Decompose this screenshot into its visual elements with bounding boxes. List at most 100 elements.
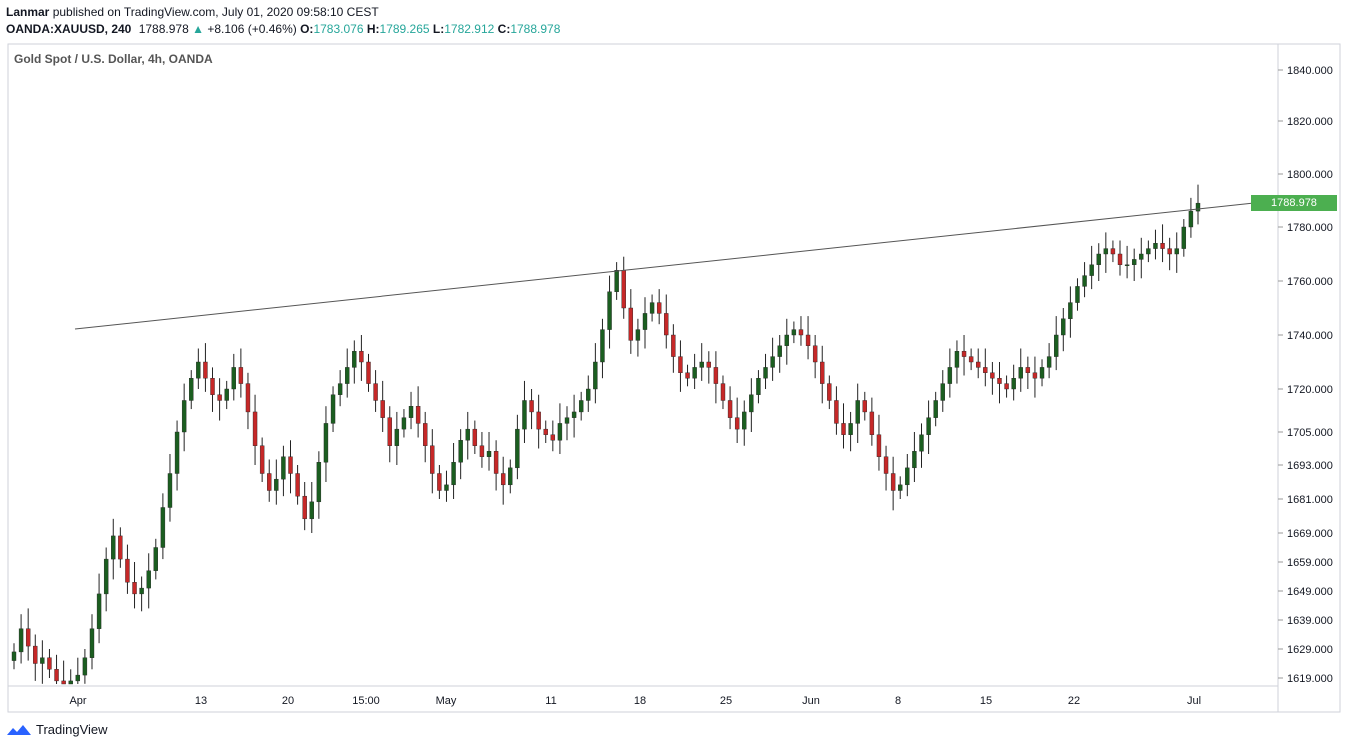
open-value: 1783.076 — [313, 22, 364, 36]
candle-body — [415, 406, 421, 424]
candle-body — [437, 473, 442, 491]
candle-body — [302, 495, 307, 520]
candle-body — [727, 400, 733, 418]
y-tick-label: 1669.000 — [1287, 528, 1333, 540]
candle-body — [1039, 367, 1045, 379]
y-tick-label: 1681.000 — [1287, 494, 1333, 506]
candle-body — [508, 467, 513, 486]
x-tick-label: 13 — [195, 695, 207, 707]
candle-body — [118, 535, 123, 560]
candle-body — [720, 383, 726, 401]
candle-body — [940, 383, 945, 401]
candle-body — [827, 383, 832, 401]
candle-body — [933, 400, 938, 418]
candle-body — [621, 270, 626, 309]
high-label: H: — [366, 22, 380, 36]
candle-body — [96, 593, 102, 629]
candle-body — [281, 456, 286, 480]
last-price: 1788.978 — [138, 22, 189, 36]
y-tick-label: 1705.000 — [1287, 427, 1333, 439]
candle-body — [968, 356, 974, 363]
candle-body — [103, 558, 109, 595]
chart-title: Gold Spot / U.S. Dollar, 4h, OANDA — [14, 52, 213, 66]
candle-body — [387, 417, 392, 446]
candle-body — [1089, 264, 1094, 276]
candles — [11, 184, 1201, 685]
candle-body — [465, 428, 470, 441]
candle-body — [905, 467, 910, 486]
candle-body — [1025, 367, 1031, 373]
candle-body — [678, 356, 683, 374]
candle-body — [1046, 356, 1052, 368]
candle-body — [571, 411, 577, 418]
candle-body — [1032, 372, 1038, 379]
candle-body — [784, 334, 789, 347]
last-price-tag: 1788.978 — [1251, 195, 1337, 211]
trendline[interactable] — [74, 202, 1255, 330]
candle-body — [664, 313, 669, 336]
change-arrow-icon: ▲ — [192, 22, 204, 36]
candle-body — [1195, 202, 1201, 212]
candle-body — [1082, 275, 1087, 287]
change-value: +8.106 (+0.46%) — [207, 22, 297, 36]
candle-body — [1110, 248, 1116, 255]
tradingview-footer[interactable]: TradingView — [6, 722, 108, 737]
low-label: L: — [432, 22, 445, 36]
candle-body — [259, 445, 265, 474]
candle-body — [805, 334, 811, 347]
candle-body — [252, 411, 258, 446]
x-tick-label: 8 — [895, 695, 901, 707]
candle-body — [1174, 248, 1179, 255]
open-label: O: — [300, 22, 314, 36]
candle-body — [111, 535, 116, 560]
x-tick-label: 20 — [282, 695, 294, 707]
candle-body — [146, 570, 151, 589]
candle-body — [1160, 242, 1165, 249]
y-tick-label: 1840.000 — [1287, 65, 1333, 77]
candle-body — [458, 440, 463, 463]
low-value: 1782.912 — [444, 22, 495, 36]
candle-body — [345, 367, 350, 384]
candle-body — [791, 329, 797, 336]
candle-body — [1068, 302, 1073, 320]
y-tick-label: 1740.000 — [1287, 330, 1333, 342]
y-tick-label: 1820.000 — [1287, 116, 1333, 128]
candle-body — [1153, 242, 1158, 249]
candle-body — [245, 383, 251, 413]
candle-body — [699, 361, 704, 368]
candle-body — [614, 270, 619, 293]
published-text: published on TradingView.com, July 01, 2… — [52, 5, 379, 19]
candle-body — [635, 329, 641, 341]
candle-body — [295, 473, 300, 497]
candle-body — [649, 302, 655, 314]
candle-body — [557, 423, 563, 441]
candle-body — [1054, 334, 1059, 357]
candle-body — [25, 628, 31, 647]
candle-body — [997, 378, 1002, 384]
candle-body — [472, 428, 478, 446]
candle-body — [812, 345, 818, 363]
candle-body — [961, 351, 967, 357]
x-tick-label: 25 — [720, 695, 732, 707]
candle-body — [536, 411, 541, 430]
candle-body — [734, 417, 740, 430]
y-tick-label: 1629.000 — [1287, 644, 1333, 656]
candle-body — [1018, 367, 1023, 379]
candle-body — [763, 367, 768, 379]
candle-body — [330, 394, 336, 424]
candle-body — [841, 423, 846, 435]
y-tick-label: 1619.000 — [1287, 673, 1333, 685]
candle-body — [479, 445, 485, 457]
candle-body — [564, 417, 570, 424]
candle-body — [401, 417, 407, 430]
x-tick-label: Jun — [802, 695, 820, 707]
candle-body — [890, 473, 896, 491]
x-tick-label: 22 — [1068, 695, 1080, 707]
candle-body — [288, 456, 293, 474]
candle-body — [919, 434, 924, 452]
candle-body — [125, 558, 130, 583]
candle-body — [309, 501, 314, 520]
candle-body — [203, 361, 208, 379]
candle-body — [869, 411, 875, 435]
